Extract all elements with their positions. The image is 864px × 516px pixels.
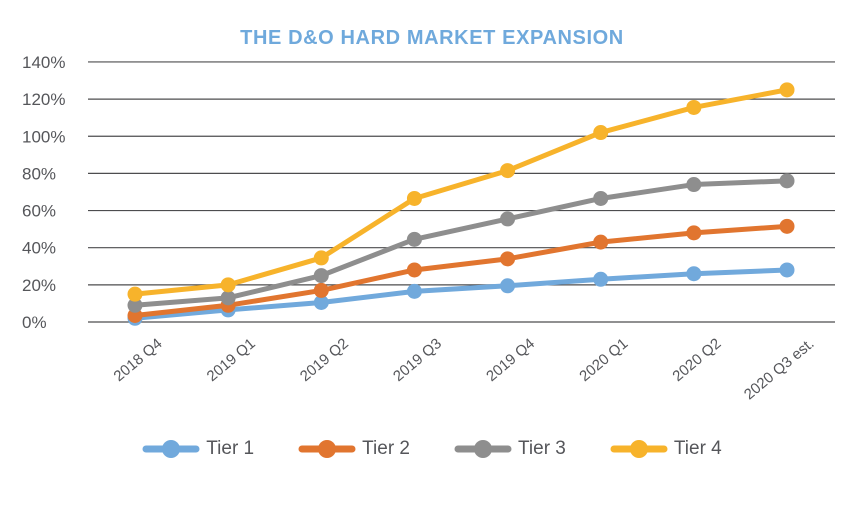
data-point-tier-2 [313,282,329,298]
y-axis-label: 20% [22,276,56,295]
data-point-tier-1 [593,271,609,287]
data-point-tier-3 [593,190,609,206]
series-line-tier-4 [132,87,790,297]
legend-marker-tier-4-icon [610,440,668,458]
data-point-tier-3 [127,297,143,313]
legend-item-tier-3: Tier 3 [454,438,566,460]
y-axis-label: 100% [22,127,65,146]
line-chart-canvas: 0% 20% 40% 60% 80% 100% 120% 140% 2018 Q4 2019 Q1… [22,53,835,403]
data-point-tier-4 [779,82,795,98]
data-point-tier-3 [406,231,422,247]
legend-item-tier-4: Tier 4 [610,438,722,460]
x-axis-label: 2018 Q4 [111,335,166,385]
data-point-tier-4 [406,190,422,206]
series-line-tier-1 [132,267,790,321]
data-point-tier-1 [313,294,329,310]
data-point-tier-2 [406,262,422,278]
data-point-tier-4 [686,99,702,115]
legend-item-tier-1: Tier 1 [142,438,254,460]
x-axis-label: 2019 Q1 [204,335,259,385]
x-axis-label: 2020 Q2 [669,335,724,385]
y-axis-label: 60% [22,202,56,221]
x-axis-label: 2019 Q3 [390,335,445,385]
legend-marker-tier-3-icon [454,440,512,458]
data-point-tier-2 [593,234,609,250]
data-point-tier-1 [406,283,422,299]
series-line-tier-2 [132,223,790,318]
y-axis-label: 40% [22,239,56,258]
data-point-tier-1 [686,266,702,282]
data-point-tier-2 [779,218,795,234]
data-point-tier-3 [220,290,236,306]
chart-legend: Tier 1 Tier 2 Tier 3 Tier 4 [0,438,864,460]
data-point-tier-4 [313,250,329,266]
legend-label: Tier 4 [673,438,722,459]
y-axis-label: 0% [22,313,47,332]
data-point-tier-2 [500,251,516,267]
legend-marker-tier-2-icon [298,440,356,458]
data-point-tier-4 [220,277,236,293]
legend-item-tier-2: Tier 2 [298,438,410,460]
data-point-tier-3 [500,211,516,227]
data-point-tier-2 [686,225,702,241]
legend-marker-tier-1-icon [142,440,200,458]
x-axis-label: 2019 Q2 [297,335,352,385]
y-axis-label: 140% [22,53,65,72]
legend-label: Tier 1 [206,438,255,459]
data-point-tier-1 [500,278,516,294]
data-point-tier-3 [313,268,329,284]
chart-title: THE D&O HARD MARKET EXPANSION [240,27,624,49]
data-point-tier-3 [779,173,795,189]
legend-label: Tier 3 [518,438,566,459]
data-point-tier-3 [686,177,702,193]
data-point-tier-4 [593,125,609,141]
series-line-tier-3 [132,178,790,308]
x-axis-label: 2019 Q4 [483,335,538,385]
x-axis-label: 2020 Q1 [576,335,631,385]
data-point-tier-4 [127,286,143,302]
y-axis-label: 80% [22,164,56,183]
data-point-tier-1 [779,262,795,278]
data-point-tier-4 [500,163,516,179]
legend-label: Tier 2 [362,438,410,459]
y-axis-label: 120% [22,90,65,109]
x-axis-label: 2020 Q3 est. [741,335,818,403]
